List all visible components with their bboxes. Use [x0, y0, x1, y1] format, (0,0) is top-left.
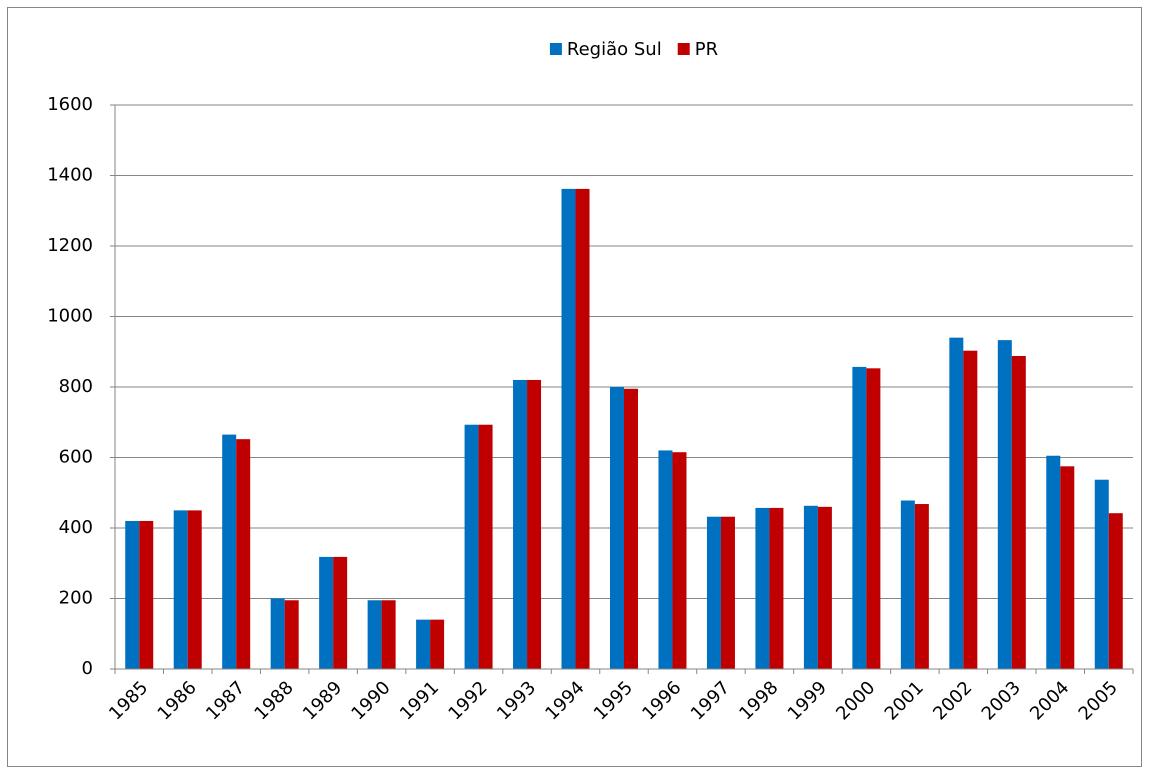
bar — [610, 387, 624, 669]
bar — [803, 505, 818, 669]
bar — [367, 600, 382, 669]
bar — [900, 500, 915, 669]
bar — [575, 188, 590, 669]
bar — [1108, 513, 1123, 669]
y-tick-label: 600 — [59, 447, 93, 468]
bar — [769, 507, 784, 669]
y-tick-label: 1200 — [47, 235, 93, 256]
bar — [914, 504, 929, 669]
bar — [658, 450, 673, 669]
bar — [1046, 455, 1061, 669]
bar — [997, 340, 1012, 669]
bar — [513, 379, 528, 669]
legend-label: PR — [695, 39, 718, 60]
legend-swatch — [549, 43, 562, 55]
bar — [527, 379, 542, 669]
bar — [624, 388, 638, 669]
bar — [817, 506, 832, 669]
bar — [222, 434, 237, 669]
bar — [270, 598, 285, 669]
bar — [1094, 479, 1109, 669]
bar — [416, 619, 431, 669]
bar — [963, 350, 978, 669]
y-tick-label: 400 — [59, 517, 93, 538]
y-tick-label: 0 — [82, 658, 93, 679]
y-tick-label: 200 — [59, 588, 93, 609]
legend-swatch — [677, 43, 690, 55]
bar — [561, 188, 576, 669]
bar — [852, 366, 867, 669]
bar — [1011, 355, 1026, 669]
bar — [672, 452, 687, 669]
legend-label: Região Sul — [567, 39, 662, 60]
bar — [430, 619, 445, 669]
bar — [464, 424, 479, 669]
bar — [284, 600, 299, 669]
bar — [333, 556, 348, 669]
bar — [706, 516, 721, 669]
y-tick-label: 800 — [59, 376, 93, 397]
bar — [319, 556, 334, 669]
bar — [1060, 466, 1075, 669]
y-tick-label: 1000 — [47, 306, 93, 327]
bar — [755, 507, 770, 669]
bar — [187, 510, 202, 669]
bar — [173, 510, 188, 669]
bar — [125, 520, 140, 669]
bar — [381, 600, 396, 669]
bar — [139, 520, 154, 669]
bar — [949, 337, 964, 669]
bar — [720, 516, 735, 669]
bar — [866, 368, 881, 669]
bar — [478, 424, 493, 669]
y-tick-label: 1400 — [47, 165, 93, 186]
y-tick-label: 1600 — [47, 94, 93, 115]
bar — [236, 439, 251, 669]
